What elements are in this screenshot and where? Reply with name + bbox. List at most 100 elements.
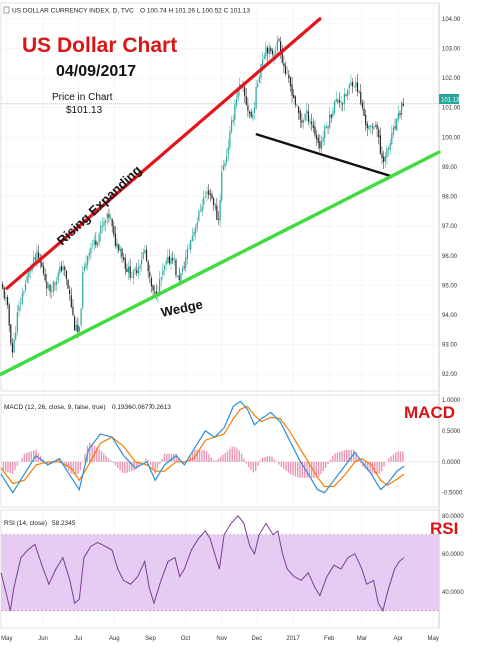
candle-body: [227, 147, 229, 155]
rsi-label: RSI: [430, 519, 458, 538]
candle-body: [211, 194, 213, 199]
macd-histogram-bar: [378, 461, 381, 474]
candle-body: [28, 270, 30, 278]
candle-body: [226, 155, 228, 163]
macd-histogram-bar: [306, 461, 308, 478]
candle-body: [294, 96, 296, 105]
macd-histogram-bar: [2, 461, 5, 471]
macd-histogram-bar: [96, 447, 98, 462]
macd-histogram-bar: [325, 461, 327, 468]
macd-histogram-bar: [159, 461, 161, 464]
macd-histogram-bar: [145, 458, 147, 462]
macd-histogram-bar: [261, 457, 264, 462]
candle-body: [2, 283, 4, 289]
macd-histogram-bar: [334, 453, 336, 462]
candle-body: [109, 216, 112, 219]
candle-body: [44, 273, 46, 281]
symbol-header: US DOLLAR CURRENCY INDEX, D, TVC: [12, 8, 134, 15]
candle-body: [46, 281, 48, 289]
candle-body: [88, 252, 90, 257]
candle-body: [93, 239, 95, 245]
candle-body: [219, 199, 221, 221]
macd-histogram-bar: [124, 461, 126, 474]
price-tick-label: 100.00: [442, 135, 461, 141]
macd-histogram-bar: [117, 461, 119, 468]
candle-body: [16, 312, 18, 333]
candle-body: [170, 258, 172, 264]
macd-histogram-bar: [107, 458, 110, 462]
candle-body: [160, 277, 162, 280]
candle-body: [371, 126, 373, 128]
macd-histogram-bar: [346, 449, 348, 462]
macd-histogram-bar: [320, 461, 322, 474]
candle-body: [301, 120, 303, 123]
candle-body: [330, 114, 332, 118]
rsi-tick-label: 60.0000: [442, 552, 464, 558]
macd-histogram-bar: [201, 449, 203, 462]
candle-body: [15, 332, 17, 340]
macd-histogram-bar: [303, 461, 306, 478]
candle-body: [163, 265, 166, 269]
macd-histogram-bar: [156, 461, 159, 469]
macd-histogram-bar: [259, 460, 261, 462]
candle-body: [13, 339, 15, 353]
price-tick-label: 104.00: [442, 17, 461, 23]
macd-histogram-bar: [294, 461, 297, 477]
candle-body: [62, 266, 64, 270]
candle-body: [340, 102, 342, 103]
candle-body: [255, 86, 257, 109]
x-tick-label: Dec: [251, 636, 262, 642]
macd-histogram-bar: [89, 442, 91, 462]
candle-body: [384, 155, 386, 162]
macd-histogram-bar: [152, 461, 154, 470]
macd-histogram-bar: [360, 461, 362, 464]
macd-histogram-bar: [226, 450, 229, 462]
candle-body: [383, 156, 385, 162]
macd-histogram-bar: [369, 461, 371, 473]
macd-histogram-bar: [287, 461, 290, 473]
price-tick-label: 92.00: [442, 372, 458, 378]
candle-body: [365, 114, 367, 125]
macd-histogram-bar: [245, 461, 247, 464]
candle-body: [353, 86, 355, 88]
last-price-tag: 101.13: [441, 98, 460, 104]
candle-body: [327, 126, 329, 128]
candle-body: [325, 126, 328, 129]
candle-body: [281, 52, 283, 63]
macd-histogram-bar: [268, 455, 271, 462]
candle-body: [209, 193, 211, 195]
x-tick-label: Jun: [38, 636, 48, 642]
macd-histogram-bar: [238, 450, 240, 462]
candle-body: [24, 283, 27, 291]
candle-body: [67, 279, 69, 289]
candle-body: [144, 250, 146, 254]
candle-body: [162, 269, 164, 276]
macd-histogram-bar: [322, 461, 325, 472]
macd-histogram-bar: [79, 461, 82, 470]
candle-body: [379, 135, 381, 154]
macd-histogram-bar: [138, 461, 140, 467]
macd-histogram-bar: [100, 450, 103, 462]
macd-histogram-bar: [243, 458, 245, 462]
candle-body: [247, 105, 249, 111]
candle-body: [159, 278, 161, 293]
candle-body: [10, 324, 12, 344]
candle-body: [314, 126, 316, 136]
candle-body: [381, 153, 383, 159]
macd-histogram-bar: [327, 461, 329, 464]
macd-histogram-bar: [308, 461, 311, 478]
macd-histogram-bar: [383, 461, 385, 467]
macd-histogram-bar: [23, 453, 26, 462]
macd-tick-label: 1.0000: [442, 398, 461, 404]
macd-histogram-bar: [189, 455, 191, 462]
candle-body: [111, 218, 113, 227]
candle-body: [378, 129, 380, 138]
macd-label: MACD: [404, 403, 455, 422]
candle-body: [248, 111, 251, 114]
price-tick-label: 94.00: [442, 313, 458, 319]
candle-body: [289, 77, 292, 87]
candle-body: [266, 48, 269, 54]
candle-body: [78, 326, 81, 332]
candle-body: [203, 197, 205, 205]
candle-body: [402, 103, 404, 106]
